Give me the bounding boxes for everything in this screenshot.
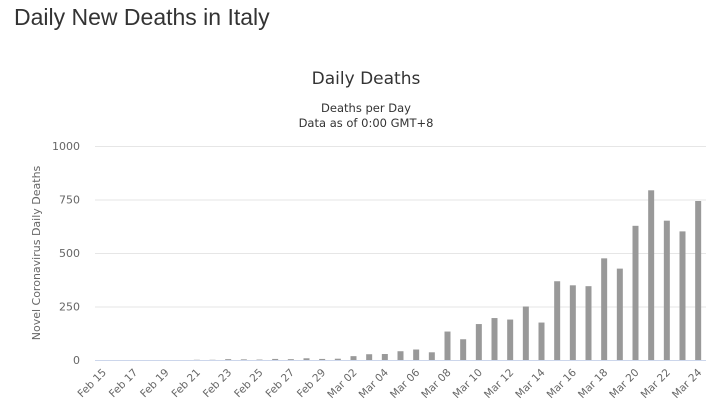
x-tick-label: Feb 15 <box>76 367 109 400</box>
x-tick-label: Mar 02 <box>325 367 359 401</box>
bar[interactable] <box>538 322 545 360</box>
bar[interactable] <box>381 354 388 360</box>
x-tick-label: Feb 23 <box>201 367 234 400</box>
bar[interactable] <box>397 351 404 360</box>
x-tick-label: Mar 20 <box>607 367 641 401</box>
chart-subtitle-line-2: Data as of 0:00 GMT+8 <box>299 116 434 130</box>
bar[interactable] <box>350 356 357 360</box>
bar[interactable] <box>240 359 247 360</box>
bar[interactable] <box>695 200 702 360</box>
bar[interactable] <box>428 352 435 360</box>
bar[interactable] <box>444 331 451 360</box>
x-tick-label: Mar 08 <box>419 367 453 401</box>
bar[interactable] <box>679 231 686 360</box>
bar[interactable] <box>648 190 655 360</box>
y-tick-label: 500 <box>59 247 80 260</box>
bar[interactable] <box>319 358 326 360</box>
x-tick-label: Mar 24 <box>670 366 705 401</box>
y-axis-label: Novel Coronavirus Daily Deaths <box>30 165 43 340</box>
bar[interactable] <box>334 358 341 360</box>
chart-subtitle-line-1: Deaths per Day <box>321 101 411 115</box>
bar[interactable] <box>585 286 592 360</box>
x-tick-label: Mar 10 <box>451 367 485 401</box>
x-tick-label: Mar 14 <box>513 366 548 401</box>
bar[interactable] <box>491 318 498 360</box>
x-tick-label: Feb 25 <box>232 367 265 400</box>
bar[interactable] <box>272 358 279 360</box>
bar[interactable] <box>616 268 623 360</box>
x-tick-label: Mar 12 <box>482 367 516 401</box>
bar[interactable] <box>225 359 232 360</box>
x-tick-label: Feb 27 <box>264 367 297 400</box>
bar[interactable] <box>601 258 608 360</box>
bar[interactable] <box>287 359 294 360</box>
x-tick-label: Mar 18 <box>576 367 610 401</box>
y-tick-label: 1000 <box>52 140 80 153</box>
bar[interactable] <box>569 285 576 360</box>
bar[interactable] <box>460 339 467 360</box>
y-tick-label: 750 <box>59 194 80 207</box>
bar[interactable] <box>663 220 670 360</box>
bar[interactable] <box>507 319 514 360</box>
x-tick-label: Feb 19 <box>138 367 171 400</box>
x-tick-label: Feb 17 <box>107 367 140 400</box>
y-tick-label: 0 <box>73 354 80 367</box>
bar[interactable] <box>475 324 482 360</box>
bar[interactable] <box>632 225 639 360</box>
x-tick-label: Feb 29 <box>295 367 328 400</box>
bar[interactable] <box>303 358 310 360</box>
x-tick-label: Mar 04 <box>357 366 392 401</box>
bar[interactable] <box>554 281 561 360</box>
bar[interactable] <box>413 349 420 360</box>
y-tick-label: 250 <box>59 301 80 314</box>
bar[interactable] <box>366 354 373 360</box>
bar[interactable] <box>522 306 529 361</box>
chart-title: Daily Deaths <box>312 69 421 89</box>
x-tick-label: Mar 06 <box>388 366 423 401</box>
x-tick-label: Mar 16 <box>545 366 580 401</box>
page-title: Daily New Deaths in Italy <box>14 4 270 30</box>
x-tick-label: Mar 22 <box>639 367 673 401</box>
x-tick-label: Feb 21 <box>170 367 203 400</box>
